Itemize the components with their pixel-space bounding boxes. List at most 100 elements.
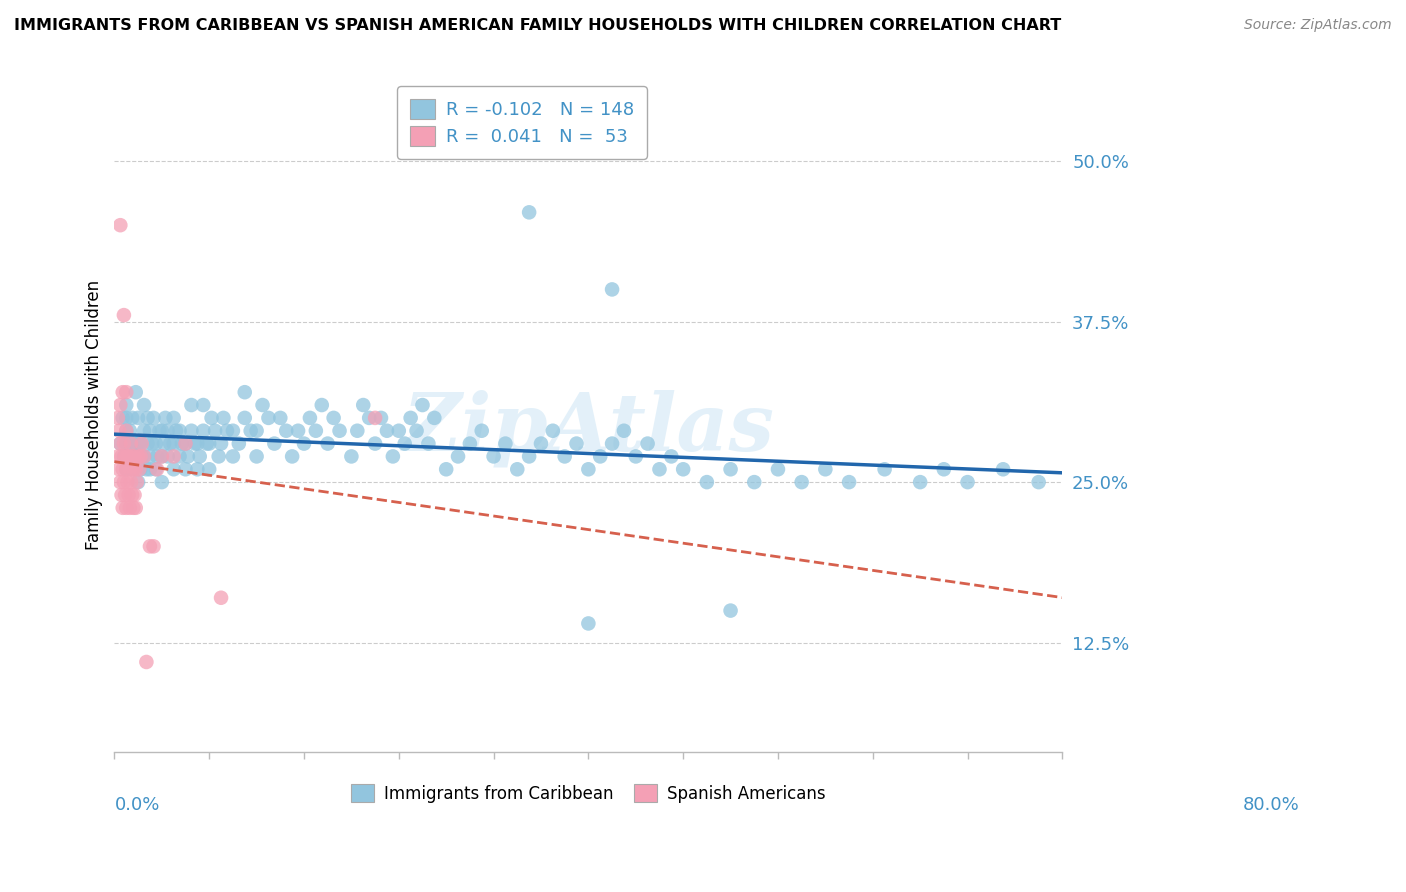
Point [115,398,138,412]
Point [115,385,138,400]
Point [141,436,163,450]
Text: 0.0%: 0.0% [114,796,160,814]
Point [132,424,155,438]
Point [956,475,979,489]
Point [115,462,138,476]
Point [305,424,328,438]
Point [125,436,148,450]
Point [146,462,169,476]
Point [613,424,636,438]
Point [174,436,197,450]
Point [169,450,191,464]
Point [222,450,245,464]
Point [117,488,139,502]
Point [316,436,339,450]
Point [132,450,155,464]
Point [589,450,612,464]
Point [541,424,564,438]
Point [1028,475,1050,489]
Point [370,410,392,425]
Point [873,462,896,476]
Point [139,424,162,438]
Point [155,410,177,425]
Point [246,450,269,464]
Point [276,424,298,438]
Point [198,462,221,476]
Point [193,398,215,412]
Point [352,398,374,412]
Point [163,450,186,464]
Point [170,436,193,450]
Point [381,450,404,464]
Point [576,616,599,631]
Point [648,462,671,476]
Point [228,436,250,450]
Point [136,436,159,450]
Point [252,398,274,412]
Point [129,450,152,464]
Point [115,424,138,438]
Point [121,488,143,502]
Point [720,462,742,476]
Text: 80.0%: 80.0% [1243,796,1299,814]
Point [209,436,232,450]
Point [156,424,179,438]
Point [720,604,742,618]
Point [298,410,321,425]
Point [120,475,142,489]
Point [132,398,155,412]
Point [814,462,837,476]
Point [418,436,440,450]
Point [117,450,139,464]
Point [195,436,218,450]
Point [139,540,162,554]
Point [624,450,647,464]
Point [114,488,136,502]
Point [110,398,132,412]
Point [233,410,256,425]
Point [411,398,433,412]
Point [198,436,221,450]
Point [118,462,141,476]
Point [184,436,207,450]
Text: IMMIGRANTS FROM CARIBBEAN VS SPANISH AMERICAN FAMILY HOUSEHOLDS WITH CHILDREN CO: IMMIGRANTS FROM CARIBBEAN VS SPANISH AME… [14,18,1062,33]
Point [146,450,169,464]
Point [494,436,516,450]
Point [246,424,269,438]
Point [111,462,134,476]
Point [346,424,368,438]
Point [388,424,411,438]
Point [118,424,141,438]
Point [121,462,143,476]
Point [110,488,132,502]
Point [127,450,149,464]
Point [142,410,165,425]
Point [174,462,197,476]
Point [600,436,623,450]
Point [122,450,145,464]
Point [110,475,132,489]
Point [108,424,131,438]
Point [163,410,186,425]
Point [204,424,226,438]
Point [115,500,138,515]
Point [200,410,222,425]
Point [423,410,446,425]
Point [129,462,152,476]
Point [118,500,141,515]
Point [263,436,285,450]
Point [107,410,129,425]
Point [132,450,155,464]
Point [122,500,145,515]
Point [600,282,623,296]
Point [125,500,148,515]
Point [135,655,157,669]
Point [115,436,138,450]
Point [742,475,765,489]
Point [117,450,139,464]
Point [186,462,208,476]
Point [121,436,143,450]
Point [136,410,159,425]
Point [215,424,238,438]
Point [637,436,659,450]
